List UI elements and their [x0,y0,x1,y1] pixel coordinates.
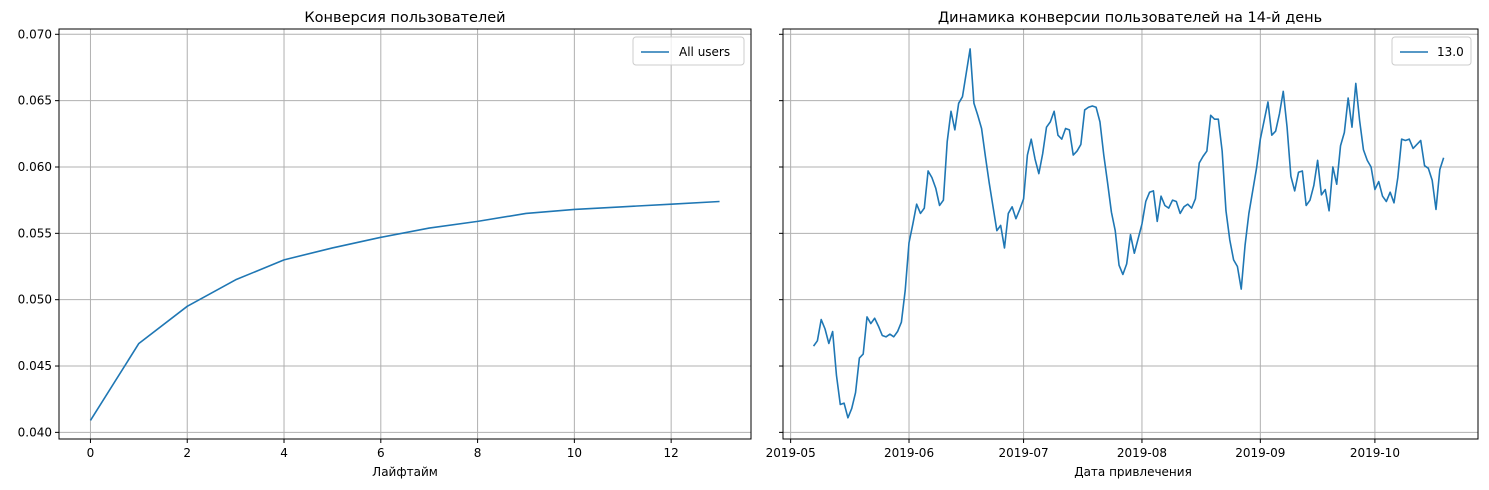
cohort-conversion-dynamics-chart: Динамика конверсии пользователей на 14-й… [766,10,1479,479]
lifetime-conversion-chart: Конверсия пользователей 0 2 4 6 8 10 12 0.0400… [18,10,752,479]
y-axis-ticks: 0.040 0.045 0.050 0.055 0.060 0.065 0.070 [18,27,59,439]
x-axis-ticks: 0 2 4 6 8 10 12 [87,439,679,460]
y-axis-ticks [779,33,783,433]
x-tick-label: 2019-06 [884,446,934,460]
plot-frame [58,28,752,440]
x-axis-label: Лайфтайм [372,465,438,479]
x-tick-label: 4 [280,446,288,460]
y-tick-label: 0.055 [18,226,52,240]
series-line [812,48,1445,419]
legend: 13.0 [1391,36,1472,66]
legend-label: All users [679,45,730,59]
legend-box [632,36,745,66]
series-line [89,200,720,421]
x-axis-ticks: 2019-05 2019-06 2019-07 2019-08 2019-09 2019-… [766,439,1400,460]
grid-lines [783,29,1478,439]
x-tick-label: 2019-05 [766,446,816,460]
y-tick-label: 0.040 [18,425,52,439]
x-axis-label: Дата привлечения [1074,465,1192,479]
x-tick-label: 2019-07 [999,446,1049,460]
grid-lines [59,29,751,439]
y-tick-label: 0.050 [18,293,52,307]
y-tick-label: 0.070 [18,27,52,41]
y-tick-label: 0.060 [18,160,52,174]
x-tick-label: 10 [567,446,582,460]
legend: All users [632,36,745,66]
y-tick-label: 0.065 [18,94,52,108]
legend-label: 13.0 [1437,45,1464,59]
x-tick-label: 8 [474,446,482,460]
chart-title: Динамика конверсии пользователей на 14-й… [938,10,1322,26]
x-tick-label: 12 [664,446,679,460]
legend-box [1391,36,1472,66]
plot-frame [782,28,1479,440]
x-tick-label: 2019-09 [1235,446,1285,460]
chart-title: Конверсия пользователей [304,10,505,26]
x-tick-label: 0 [87,446,95,460]
x-tick-label: 6 [377,446,385,460]
x-tick-label: 2019-10 [1350,446,1400,460]
x-tick-label: 2 [183,446,191,460]
x-tick-label: 2019-08 [1117,446,1167,460]
series-lines [812,48,1445,419]
y-tick-label: 0.045 [18,359,52,373]
series-lines [89,200,720,421]
